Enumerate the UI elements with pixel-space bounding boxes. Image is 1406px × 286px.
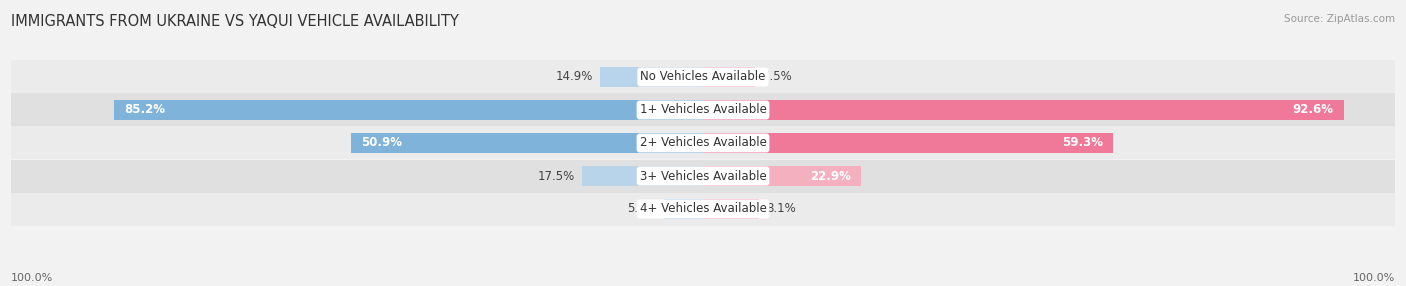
Bar	[703, 166, 862, 186]
Text: 100.0%: 100.0%	[11, 273, 53, 283]
Bar	[114, 100, 703, 120]
Bar	[664, 199, 703, 219]
Text: 85.2%: 85.2%	[124, 104, 165, 116]
Text: 92.6%: 92.6%	[1292, 104, 1333, 116]
Bar	[11, 160, 1395, 192]
Bar	[703, 67, 755, 87]
Bar	[582, 166, 703, 186]
Bar	[703, 199, 759, 219]
Text: IMMIGRANTS FROM UKRAINE VS YAQUI VEHICLE AVAILABILITY: IMMIGRANTS FROM UKRAINE VS YAQUI VEHICLE…	[11, 14, 460, 29]
Text: 100.0%: 100.0%	[1353, 273, 1395, 283]
Bar	[11, 61, 1395, 94]
Text: Source: ZipAtlas.com: Source: ZipAtlas.com	[1284, 14, 1395, 24]
Text: 1+ Vehicles Available: 1+ Vehicles Available	[640, 104, 766, 116]
Bar	[600, 67, 703, 87]
Bar	[703, 133, 1114, 153]
Text: 3+ Vehicles Available: 3+ Vehicles Available	[640, 170, 766, 182]
Text: 50.9%: 50.9%	[361, 136, 402, 150]
Text: 7.5%: 7.5%	[762, 71, 792, 84]
Text: No Vehicles Available: No Vehicles Available	[640, 71, 766, 84]
Bar	[352, 133, 703, 153]
Text: 4+ Vehicles Available: 4+ Vehicles Available	[640, 202, 766, 215]
Bar	[11, 126, 1395, 160]
Text: 5.6%: 5.6%	[627, 202, 658, 215]
Bar	[11, 192, 1395, 225]
Bar	[703, 100, 1344, 120]
Bar	[11, 94, 1395, 126]
Text: 8.1%: 8.1%	[766, 202, 796, 215]
Text: 14.9%: 14.9%	[555, 71, 593, 84]
Text: 17.5%: 17.5%	[537, 170, 575, 182]
Text: 59.3%: 59.3%	[1062, 136, 1102, 150]
Text: 22.9%: 22.9%	[810, 170, 851, 182]
Text: 2+ Vehicles Available: 2+ Vehicles Available	[640, 136, 766, 150]
